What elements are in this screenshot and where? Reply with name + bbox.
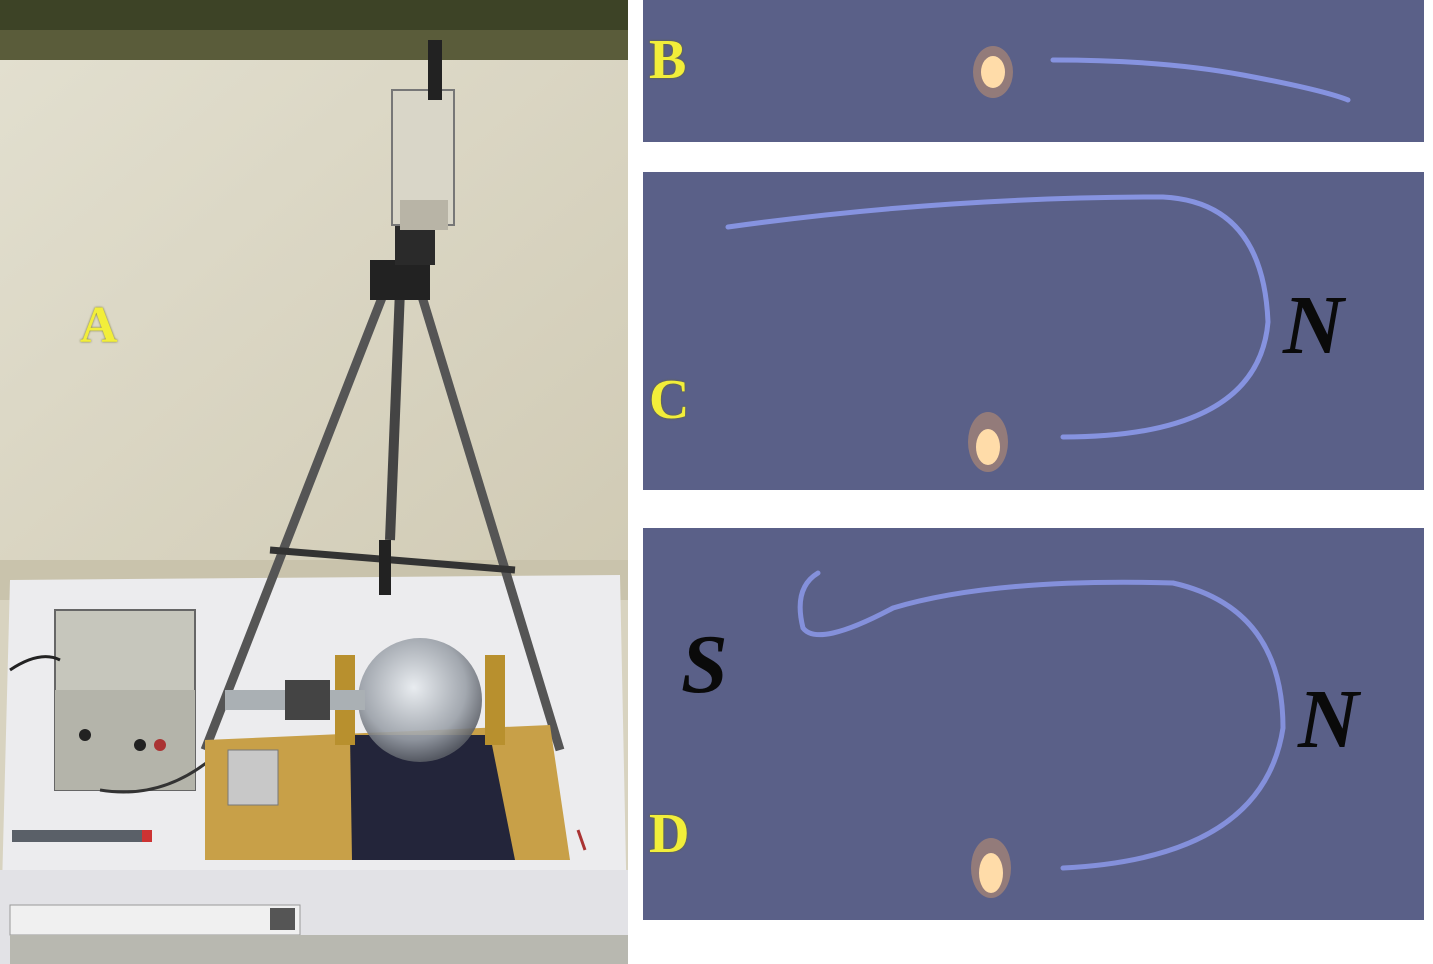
ruler <box>12 830 152 842</box>
electron-tube-globe <box>358 638 482 762</box>
panel-d-electron-gun-glow <box>979 853 1003 893</box>
apparatus-illustration <box>0 0 628 964</box>
panel-d-south-pole-label: S <box>681 618 728 711</box>
power-strip <box>9 904 301 936</box>
panel-b-beam-image: B <box>643 0 1424 142</box>
tripod-leg-left <box>200 288 390 752</box>
panel-a-photo: A <box>0 0 628 964</box>
tripod-center-column <box>385 289 405 541</box>
wall <box>0 60 628 600</box>
panel-d-beam-trace <box>797 570 1286 898</box>
panel-c-beam-trace <box>725 194 1271 472</box>
panel-c-electron-gun-glow <box>976 429 1000 465</box>
panel-c-label: C <box>649 369 690 431</box>
panel-d-beam-image: D S N <box>643 528 1424 920</box>
panel-c-north-pole-label: N <box>1283 279 1344 372</box>
top-dark-strip <box>0 0 628 30</box>
panel-a-label: A <box>80 297 118 354</box>
panel-b-electron-gun-glow <box>981 56 1005 88</box>
panel-b-beam-trace <box>973 46 1351 103</box>
panel-c-beam-image: C N <box>643 172 1424 490</box>
tripod-leg-right <box>415 288 565 752</box>
panel-d-north-pole-label: N <box>1298 673 1359 766</box>
camera-antenna <box>428 40 442 100</box>
panel-d-label: D <box>649 803 690 865</box>
panel-b-label: B <box>649 29 687 91</box>
